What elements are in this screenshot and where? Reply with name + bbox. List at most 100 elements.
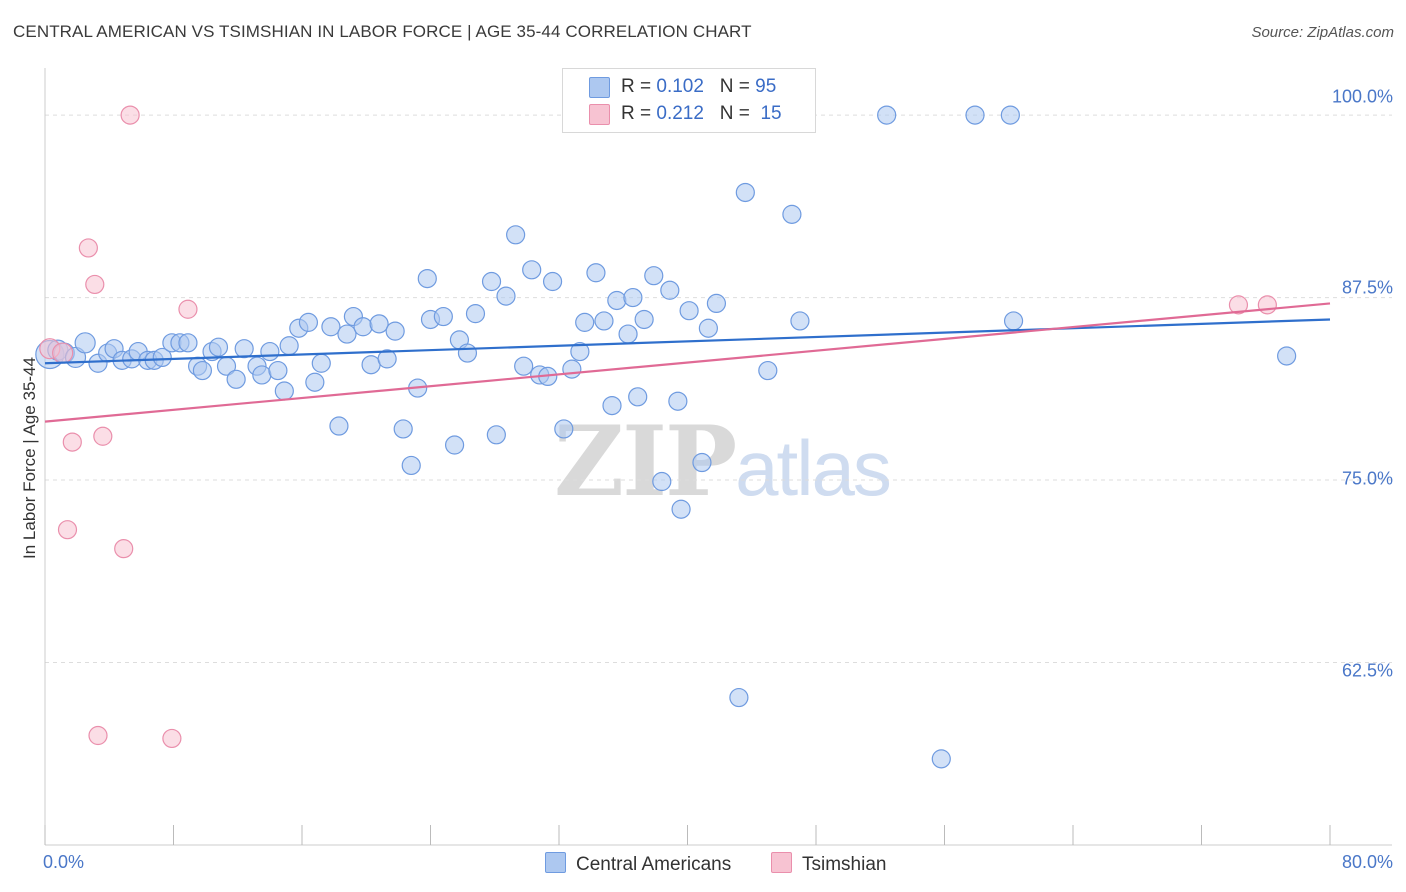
data-point	[506, 225, 526, 245]
legend-r-label: R =	[621, 76, 652, 97]
series-central-americans	[35, 105, 1297, 769]
data-point	[562, 359, 582, 379]
data-point	[514, 356, 534, 376]
data-point	[88, 725, 108, 746]
chart-title: CENTRAL AMERICAN VS TSIMSHIAN IN LABOR F…	[13, 22, 752, 41]
data-point	[433, 306, 453, 327]
correlation-legend: R = 0.102 N = 95 R = 0.212 N = 15	[562, 68, 816, 133]
data-point	[417, 268, 437, 289]
legend-swatch-pink	[589, 104, 610, 125]
legend-label: Tsimshian	[802, 854, 887, 875]
data-point	[496, 286, 516, 306]
y-tick-label: 62.5%	[1341, 660, 1393, 681]
data-point	[634, 309, 654, 330]
source-credit: Source: ZipAtlas.com	[1251, 24, 1394, 41]
data-point	[393, 419, 413, 439]
data-point	[444, 435, 465, 455]
data-point	[607, 290, 627, 311]
data-point	[729, 687, 749, 708]
data-point	[554, 419, 574, 439]
legend-r-label: R =	[621, 103, 652, 124]
legend-r-value: 0.212	[656, 103, 704, 124]
trendline-tsimshian	[44, 302, 1331, 423]
data-point	[305, 372, 325, 392]
data-point	[57, 520, 78, 540]
data-point	[660, 280, 680, 300]
data-point	[52, 342, 74, 364]
data-point	[369, 314, 389, 334]
data-point	[486, 425, 506, 445]
axes	[44, 68, 1392, 846]
data-point	[268, 360, 288, 381]
data-point	[623, 287, 643, 308]
data-point	[274, 381, 294, 401]
trendline-central-americans	[44, 318, 1331, 365]
data-point	[965, 105, 985, 125]
data-point	[594, 311, 614, 331]
data-point	[337, 324, 357, 344]
y-tick-label: 100.0%	[1331, 86, 1393, 107]
data-point	[192, 360, 213, 381]
grid-lines	[45, 114, 1392, 664]
data-point	[78, 238, 98, 258]
legend-swatch-blue	[545, 852, 566, 873]
data-point	[234, 339, 254, 359]
data-point	[671, 499, 691, 519]
legend-n-value: 95	[755, 76, 777, 97]
data-point	[575, 312, 595, 332]
data-point	[706, 293, 727, 314]
y-axis-label: In Labor Force | Age 35-44	[20, 357, 39, 559]
data-point	[1003, 311, 1024, 331]
y-tick-label: 87.5%	[1341, 277, 1393, 298]
data-point	[114, 539, 134, 559]
x-tick-label-max: 80.0%	[1341, 852, 1393, 872]
data-point	[931, 749, 951, 769]
data-point	[1228, 295, 1249, 315]
data-point	[93, 426, 113, 446]
legend-n-label: N =	[719, 76, 750, 97]
data-point	[62, 432, 82, 452]
data-point	[790, 311, 810, 331]
data-point	[652, 471, 672, 492]
data-point	[279, 336, 299, 356]
data-point	[481, 271, 502, 292]
data-point	[353, 317, 373, 337]
data-point	[361, 355, 381, 375]
legend-swatch-pink	[771, 852, 792, 873]
data-point	[152, 347, 172, 368]
data-point	[457, 343, 478, 363]
x-tick-label-min: 0.0%	[43, 852, 85, 872]
data-point	[735, 182, 755, 203]
legend-n-label: N =	[719, 103, 750, 124]
data-point	[644, 266, 664, 286]
data-point	[692, 452, 712, 473]
data-point	[120, 105, 140, 125]
data-point	[679, 301, 699, 321]
data-point	[311, 353, 331, 373]
data-point	[298, 312, 319, 332]
data-point	[542, 271, 563, 292]
data-point	[377, 349, 397, 369]
data-point	[385, 321, 405, 341]
series-tsimshian	[39, 105, 1277, 749]
data-point	[586, 263, 606, 283]
data-point	[162, 728, 182, 749]
data-point	[321, 317, 341, 337]
data-point	[329, 416, 349, 436]
legend-swatch-blue	[589, 77, 610, 98]
data-point	[758, 360, 778, 381]
data-point	[178, 299, 198, 319]
legend-r-value: 0.102	[656, 76, 704, 97]
data-point	[1000, 105, 1020, 125]
data-point	[668, 391, 688, 411]
data-point	[1257, 295, 1277, 315]
data-point	[401, 455, 421, 476]
legend-label: Central Americans	[576, 854, 732, 875]
data-point	[260, 341, 280, 362]
y-tick-label: 75.0%	[1341, 468, 1393, 489]
data-point	[85, 274, 105, 295]
bottom-legend-central-americans: Central Americans	[545, 852, 731, 876]
data-point	[628, 387, 648, 407]
bottom-legend-tsimshian: Tsimshian	[771, 852, 886, 876]
